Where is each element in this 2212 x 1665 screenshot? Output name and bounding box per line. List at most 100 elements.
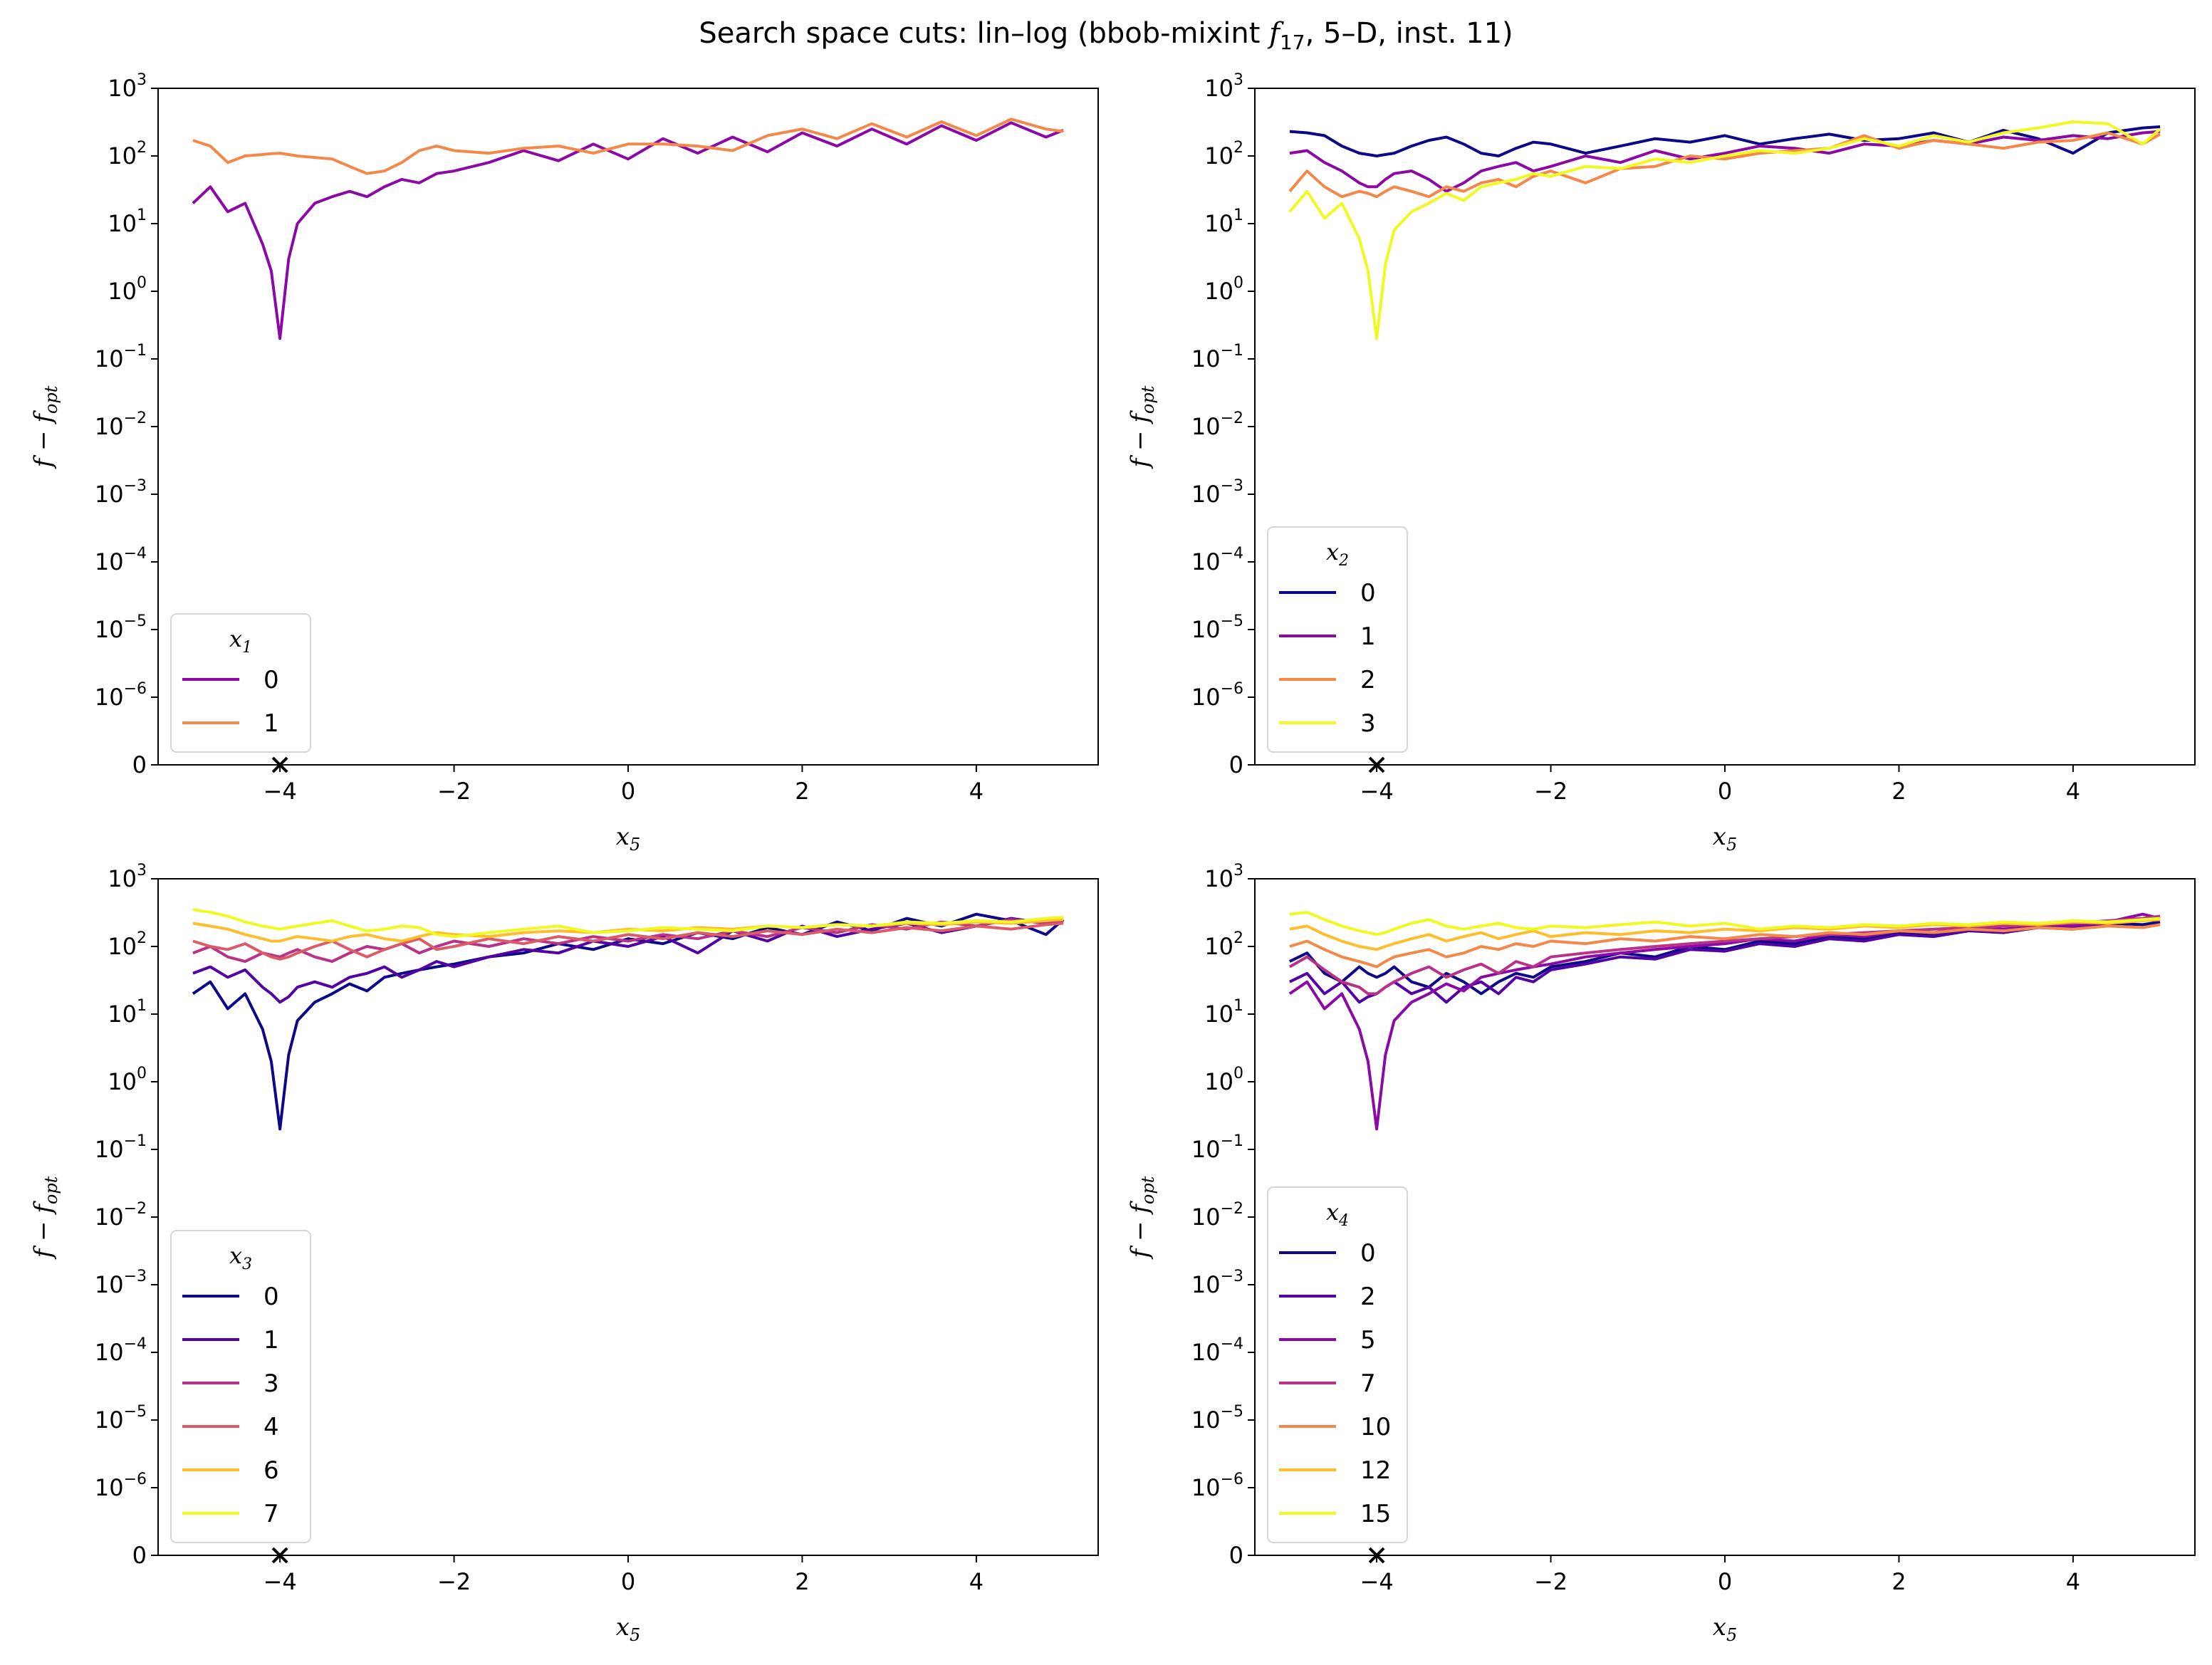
y-tick-label: 100 <box>1204 274 1243 305</box>
y-tick-label: 10−3 <box>1191 477 1243 508</box>
legend-label: 12 <box>1360 1456 1391 1485</box>
legend-label: 3 <box>264 1369 279 1398</box>
y-axis-label: f − fopt <box>1126 1176 1158 1260</box>
x-tick-label: 2 <box>795 1568 809 1595</box>
figure-title-func: f <box>1269 17 1280 50</box>
legend-label: 1 <box>264 1326 279 1355</box>
legend-label: 15 <box>1360 1500 1391 1528</box>
legend-box <box>170 613 311 753</box>
series-line-7 <box>192 908 1064 939</box>
y-tick-label: 0 <box>132 1542 147 1569</box>
y-tick-label: 102 <box>108 929 147 960</box>
x-axis-label: x5 <box>616 1613 640 1645</box>
legend-label: 2 <box>1360 1283 1376 1311</box>
y-tick-label: 10−1 <box>1191 342 1243 372</box>
figure-title-suffix: , 5–D, inst. 11) <box>1305 17 1513 50</box>
legend-box <box>1267 1186 1408 1543</box>
series-group <box>192 118 1064 340</box>
y-tick-label: 101 <box>1204 997 1243 1028</box>
y-tick-label: 10−2 <box>95 409 147 440</box>
y-tick-label: 10−3 <box>95 1268 147 1298</box>
y-tick-label: 100 <box>108 274 147 305</box>
legend-label: 0 <box>1360 1239 1376 1268</box>
legend-label: 7 <box>264 1500 279 1528</box>
y-tick-label: 102 <box>1204 929 1243 960</box>
figure-title-prefix: Search space cuts: lin–log (bbob-mixint <box>699 17 1270 50</box>
x-axis-label: x5 <box>616 823 640 855</box>
series-line-7 <box>1288 914 2161 996</box>
x-tick-label: 4 <box>969 1568 984 1595</box>
x-tick-label: −2 <box>1534 1568 1567 1595</box>
figure-title: Search space cuts: lin–log (bbob-mixint … <box>0 17 2212 54</box>
y-tick-label: 10−6 <box>95 680 147 711</box>
y-tick-label: 10−4 <box>1191 1335 1243 1366</box>
legend-label: 3 <box>1360 709 1376 738</box>
x-tick-label: 0 <box>621 778 635 805</box>
panel-top-left: −4 −2 0 2 4010−610−510−410−310−210−110010110… <box>29 71 1099 855</box>
y-tick-label: 100 <box>1204 1065 1243 1095</box>
y-tick-label: 10−1 <box>95 1132 147 1163</box>
y-tick-label: 10−5 <box>95 1403 147 1434</box>
x-tick-label: −4 <box>1360 1568 1394 1595</box>
series-line-0 <box>1289 920 2161 996</box>
x-tick-label: 4 <box>2066 1568 2080 1595</box>
legend-label: 0 <box>1360 579 1376 607</box>
y-tick-label: 10−1 <box>95 342 147 372</box>
legend-label: 2 <box>1360 666 1376 694</box>
legend-label: 0 <box>264 666 279 694</box>
series-line-3 <box>1288 120 2161 340</box>
panel-bottom-right: −4 −2 0 2 4010−610−510−410−310−210−110010110… <box>1126 862 2196 1645</box>
y-tick-label: 101 <box>1204 207 1243 237</box>
y-axis-label: f − fopt <box>29 385 61 469</box>
y-tick-label: 10−2 <box>1191 409 1243 440</box>
series-line-1 <box>192 118 1064 175</box>
legend-label: 4 <box>264 1413 279 1441</box>
series-line-10 <box>1289 923 2161 969</box>
x-tick-label: −4 <box>264 778 297 805</box>
legend-label: 10 <box>1360 1413 1391 1441</box>
legend-box <box>1267 526 1408 753</box>
legend-label: 7 <box>1360 1369 1376 1398</box>
y-tick-label: 10−6 <box>1191 680 1243 711</box>
y-tick-label: 10−4 <box>1191 545 1243 575</box>
x-tick-label: 2 <box>1892 778 1906 805</box>
legend-title: x1 <box>229 625 252 657</box>
y-tick-label: 10−2 <box>95 1200 147 1231</box>
y-tick-label: 0 <box>132 751 147 778</box>
y-axis-label: f − fopt <box>29 1176 61 1260</box>
legend-label: 5 <box>1360 1326 1376 1355</box>
legend: x1 0 1 <box>170 613 311 753</box>
series-line-4 <box>192 922 1064 961</box>
y-tick-label: 10−6 <box>1191 1471 1243 1501</box>
x-tick-label: −4 <box>264 1568 297 1595</box>
x-tick-label: 0 <box>1718 778 1732 805</box>
y-tick-label: 10−3 <box>95 477 147 508</box>
x-tick-label: −2 <box>437 778 471 805</box>
y-tick-label: 10−5 <box>1191 1403 1243 1434</box>
y-tick-label: 10−1 <box>1191 1132 1243 1163</box>
y-tick-label: 0 <box>1229 1542 1243 1569</box>
series-line-0 <box>1289 125 2161 157</box>
panel-top-right: −4 −2 0 2 4010−610−510−410−310−210−110010110… <box>1126 71 2196 855</box>
y-tick-label: 103 <box>1204 862 1243 892</box>
series-line-1 <box>1289 130 2161 193</box>
y-tick-label: 10−6 <box>95 1471 147 1501</box>
legend-box <box>170 1230 311 1543</box>
series-line-5 <box>1288 912 2161 1131</box>
y-tick-label: 100 <box>108 1065 147 1095</box>
optimum-marker <box>1368 756 1385 773</box>
y-tick-label: 0 <box>1229 751 1243 778</box>
y-tick-label: 101 <box>108 207 147 237</box>
y-tick-label: 10−2 <box>1191 1200 1243 1231</box>
series-line-1 <box>192 917 1064 1004</box>
legend-label: 0 <box>264 1283 279 1311</box>
optimum-marker <box>1368 1547 1385 1564</box>
y-tick-label: 103 <box>108 71 147 102</box>
x-tick-label: 4 <box>2066 778 2080 805</box>
legend-label: 1 <box>264 709 279 738</box>
y-axis-label: f − fopt <box>1126 385 1158 469</box>
y-tick-label: 10−5 <box>1191 612 1243 643</box>
x-tick-label: −4 <box>1360 778 1394 805</box>
